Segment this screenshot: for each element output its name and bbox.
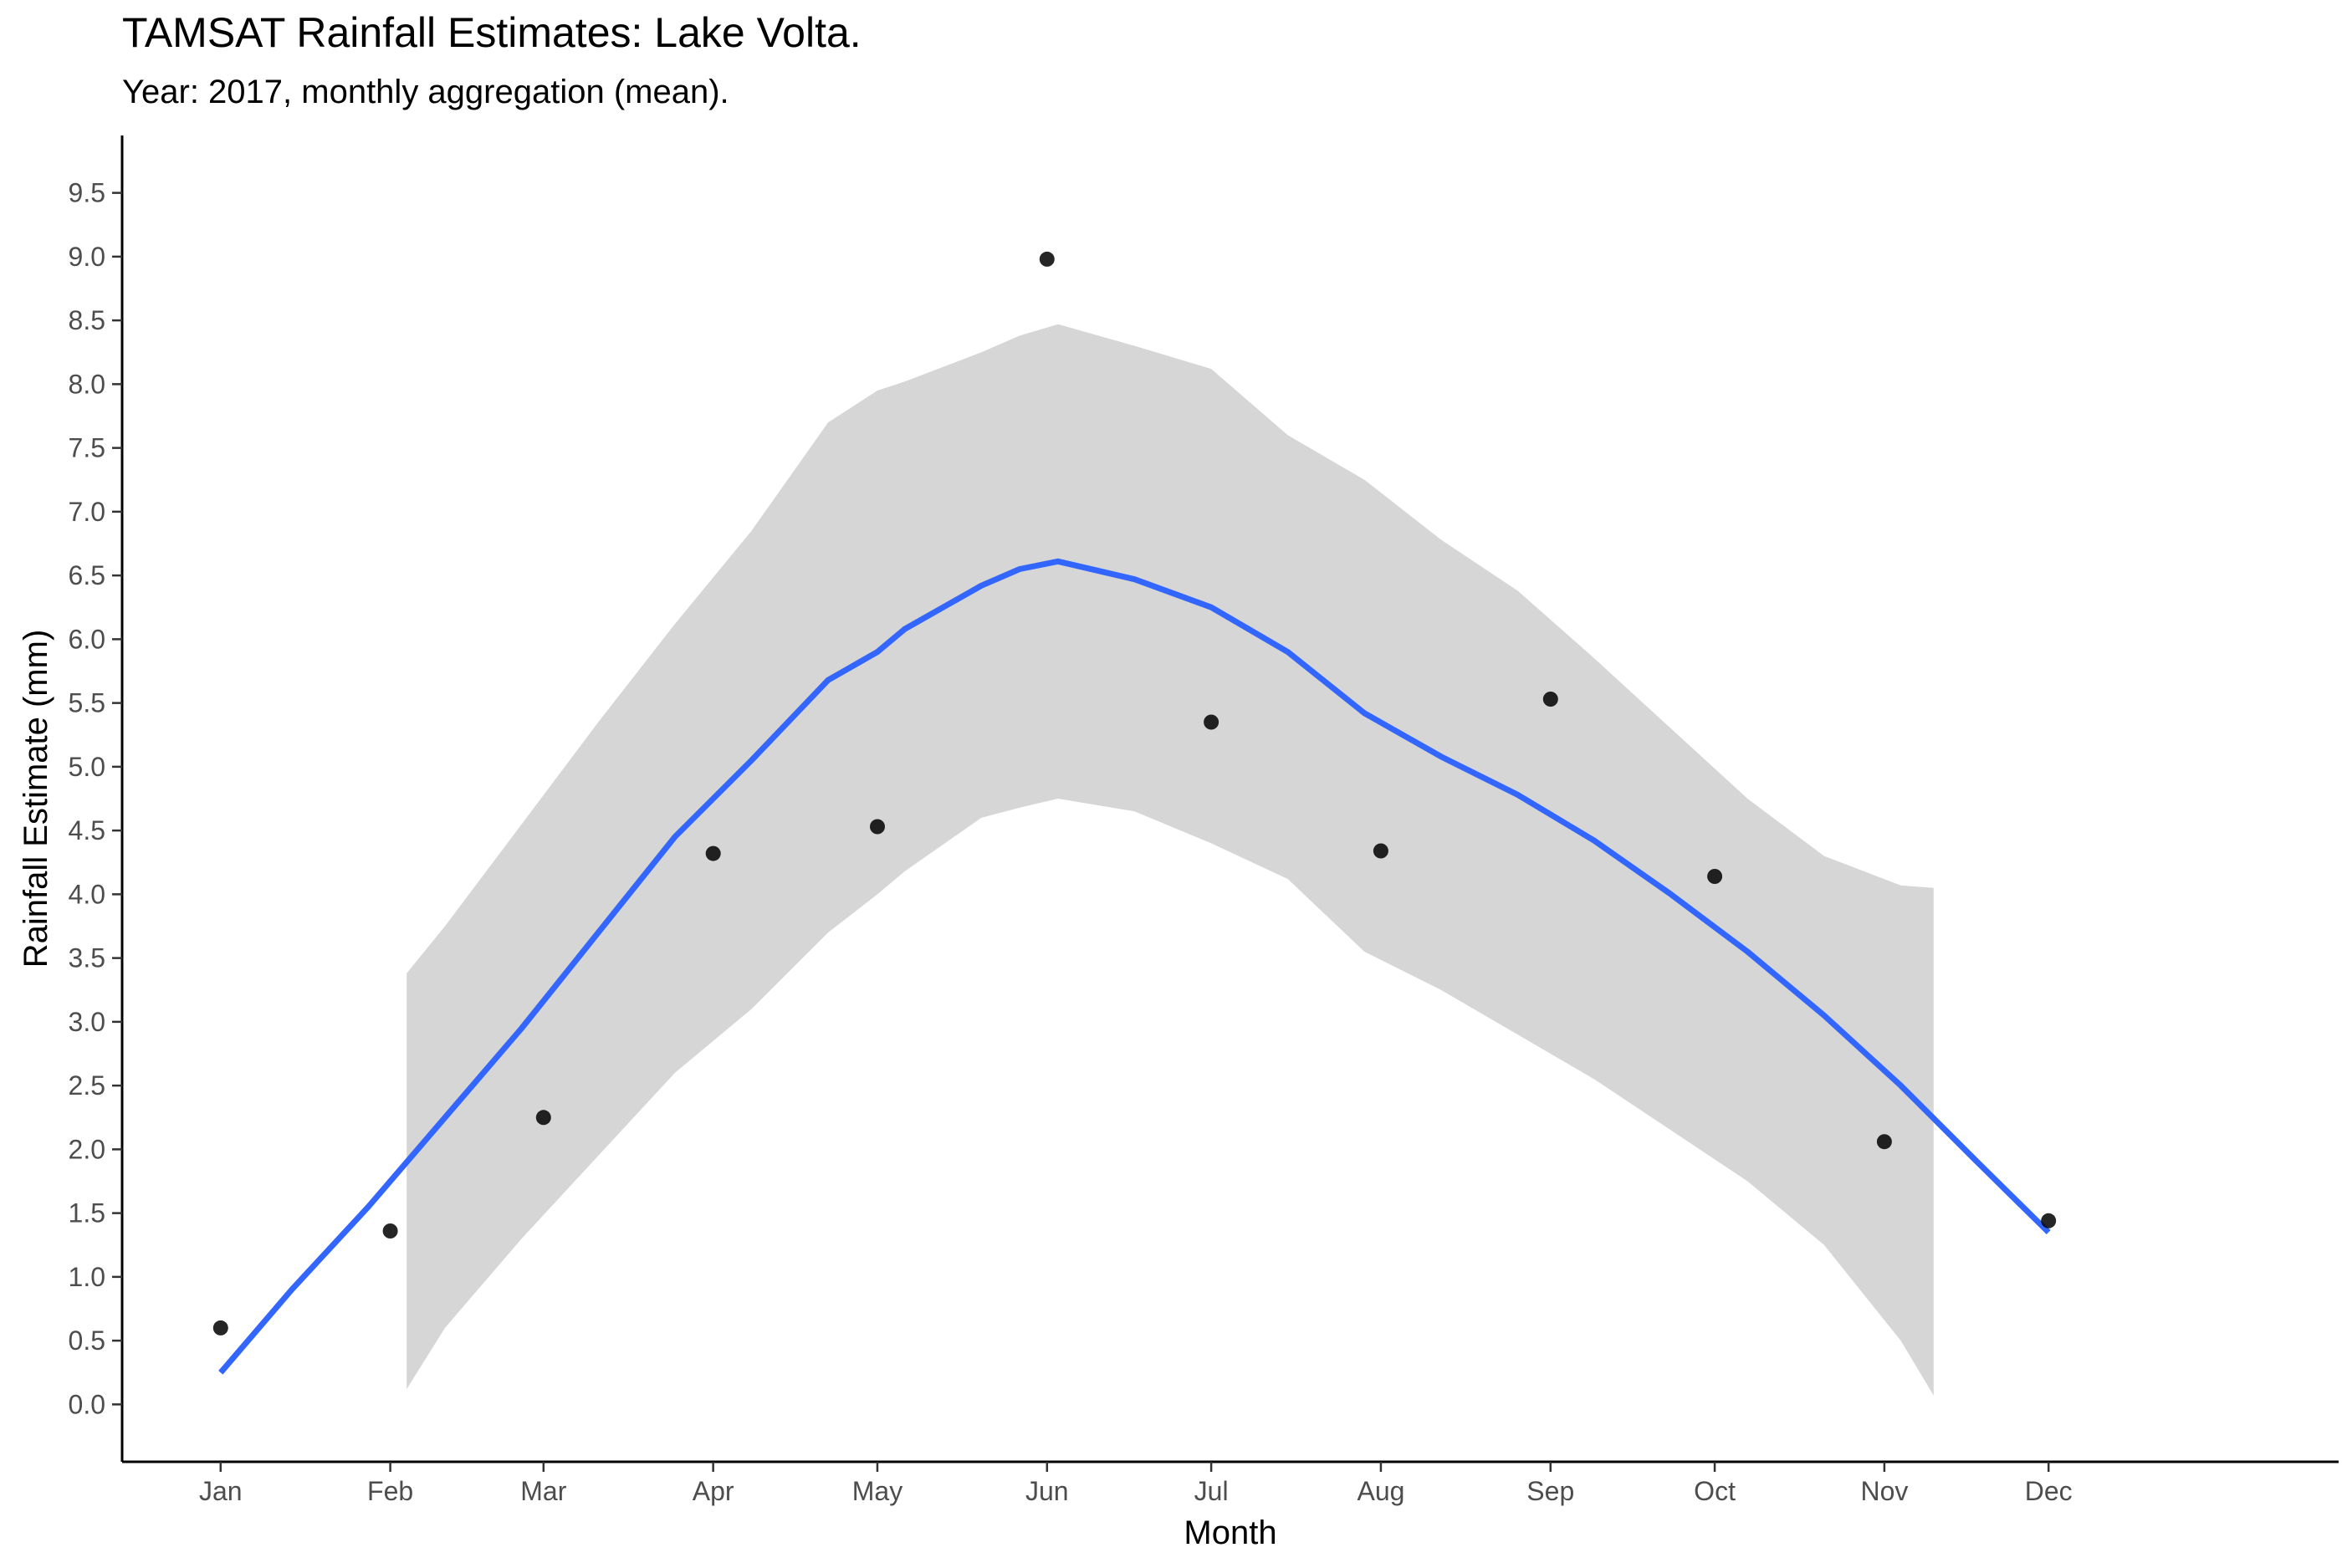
labels-layer: 0.0 0.5 1.0 1.5 2.0 2.5 3.0 3.5 4.0 4.5 5.0 5.5 6.0 6… — [18, 178, 2073, 1551]
x-tick-label: Feb — [367, 1476, 413, 1506]
y-tick-label: 0.5 — [69, 1325, 105, 1356]
y-tick-label: 0.0 — [69, 1389, 105, 1419]
y-tick-label: 7.0 — [69, 497, 105, 527]
y-tick-label: 5.0 — [69, 752, 105, 782]
data-point-jul — [1204, 714, 1219, 730]
x-tick-label: Aug — [1357, 1476, 1404, 1506]
chart-subtitle: Year: 2017, monthly aggregation (mean). — [122, 74, 729, 110]
y-tick-label: 8.0 — [69, 369, 105, 399]
smooth-line-layer — [218, 558, 2051, 1375]
confidence-band — [406, 324, 1934, 1396]
x-tick-label: Jul — [1194, 1476, 1229, 1506]
y-tick-label: 3.0 — [69, 1007, 105, 1037]
y-tick-label: 9.5 — [69, 178, 105, 208]
data-point-apr — [705, 845, 721, 861]
y-tick-label: 4.0 — [69, 879, 105, 909]
x-tick-label: Dec — [2025, 1476, 2073, 1506]
data-point-oct — [1707, 869, 1723, 884]
y-tick-label: 1.0 — [69, 1262, 105, 1292]
x-tick-label: May — [852, 1476, 902, 1506]
data-point-mar — [535, 1110, 551, 1126]
data-point-may — [870, 819, 885, 835]
data-point-aug — [1373, 843, 1388, 859]
y-tick-label: 6.5 — [69, 560, 105, 590]
y-tick-label: 3.5 — [69, 943, 105, 973]
data-points-layer — [212, 251, 2057, 1336]
y-tick-label: 8.5 — [69, 305, 105, 335]
data-point-sep — [1542, 692, 1558, 707]
data-point-dec — [2041, 1213, 2057, 1228]
y-axis-title: Rainfall Estimate (mm) — [18, 630, 54, 968]
y-tick-label: 7.5 — [69, 433, 105, 463]
data-point-jan — [212, 1320, 228, 1336]
confidence-band-layer — [406, 324, 1934, 1396]
data-point-jun — [1039, 251, 1055, 267]
x-tick-label: Nov — [1860, 1476, 1908, 1506]
data-point-feb — [382, 1223, 398, 1239]
x-tick-label: Jun — [1025, 1476, 1069, 1506]
data-point-nov — [1876, 1134, 1892, 1150]
y-tick-label: 2.5 — [69, 1070, 105, 1101]
smooth-line — [218, 558, 2051, 1375]
y-tick-label: 2.0 — [69, 1134, 105, 1164]
y-tick-label: 6.0 — [69, 624, 105, 654]
x-tick-label: Sep — [1526, 1476, 1574, 1506]
y-tick-label: 9.0 — [69, 242, 105, 272]
x-tick-label: Apr — [693, 1476, 734, 1506]
y-tick-label: 1.5 — [69, 1198, 105, 1228]
x-tick-label: Oct — [1694, 1476, 1736, 1506]
y-tick-label: 4.5 — [69, 815, 105, 845]
x-axis-title: Month — [1184, 1514, 1276, 1551]
chart-title: TAMSAT Rainfall Estimates: Lake Volta. — [122, 9, 862, 56]
x-tick-label: Jan — [199, 1476, 243, 1506]
axes-layer — [112, 135, 2339, 1472]
x-tick-label: Mar — [520, 1476, 566, 1506]
y-tick-label: 5.5 — [69, 688, 105, 718]
